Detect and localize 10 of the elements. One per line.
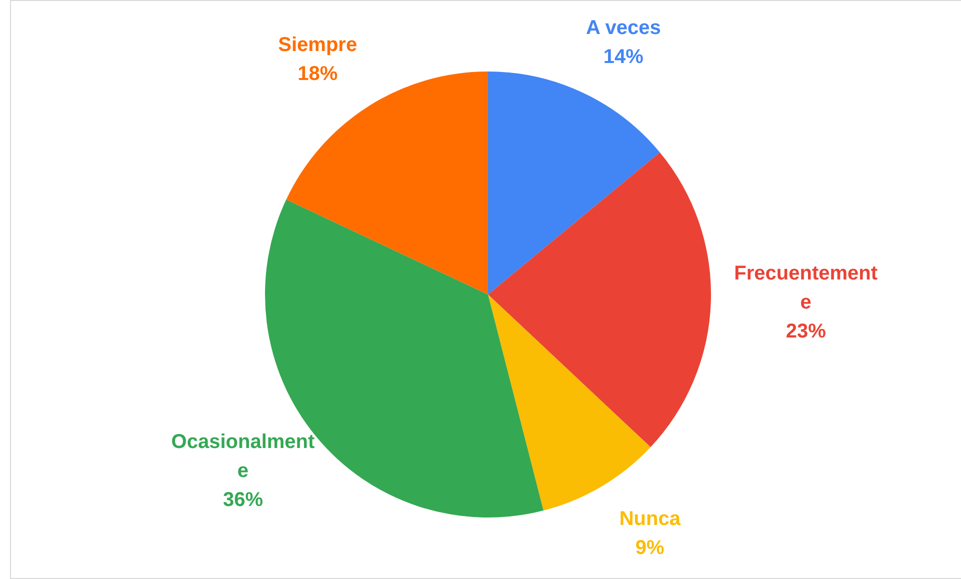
slice-label: A veces (586, 16, 661, 39)
slice-label: Frecuentemente (734, 262, 878, 314)
data-label: 14% (603, 46, 644, 68)
data-label: 18% (298, 62, 338, 85)
data-label: 9% (635, 536, 665, 559)
slice-label: Nunca (619, 508, 682, 530)
slice-label: Ocasionalmente (171, 431, 315, 482)
slice-label: Siempre (278, 34, 358, 56)
data-label: 23% (786, 320, 826, 343)
data-label: 36% (222, 489, 264, 512)
